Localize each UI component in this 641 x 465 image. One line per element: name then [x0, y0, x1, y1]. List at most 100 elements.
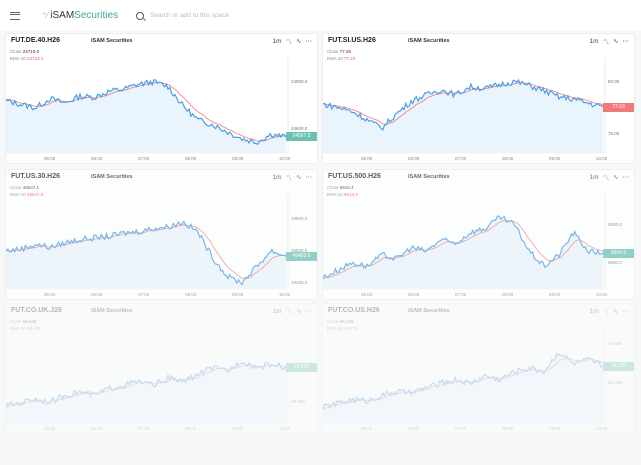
chart-toolbar: 1m 〽 ∿ ⋯ — [589, 172, 630, 183]
provider-label: iSAM Securities — [408, 38, 450, 44]
chart-type-icon[interactable]: 〽 — [285, 39, 293, 46]
time-axis-label: 09:00 — [232, 292, 244, 297]
indicators-icon[interactable]: ∿ — [296, 38, 302, 45]
logo: ⁺∕ iSAM Securities — [42, 10, 119, 21]
price-axis-label: 75.00 — [608, 131, 620, 137]
price-area — [323, 79, 603, 153]
indicators-icon[interactable]: ∿ — [296, 308, 302, 315]
search-bar[interactable]: Search or add to this space — [136, 11, 230, 20]
price-axis-label: 24600.0 — [291, 126, 308, 132]
price-axis-label: 24800.0 — [291, 78, 308, 84]
search-icon — [136, 11, 145, 20]
last-price-label: 68.505 — [286, 362, 317, 372]
symbol-title[interactable]: FUT.DE.40.H26 — [11, 37, 61, 44]
chart-type-icon[interactable]: 〽 — [285, 309, 293, 316]
price-area — [323, 353, 603, 423]
indicators-icon[interactable]: ∿ — [613, 174, 619, 181]
chart-type-icon[interactable]: 〽 — [602, 175, 610, 182]
time-axis-label: 10:00 — [596, 426, 608, 431]
more-icon[interactable]: ⋯ — [305, 38, 313, 45]
price-axis-label: 80.00 — [608, 79, 620, 85]
time-axis-label: 06:00 — [408, 292, 420, 297]
legend: Close 6915.4 EMA 10 6913.4 — [327, 185, 358, 197]
chart-panel[interactable]: FUT.CO.US.H26 iSAM Securities Close 64.2… — [322, 303, 635, 434]
more-icon[interactable]: ⋯ — [305, 174, 313, 181]
time-axis-label: 09:00 — [232, 156, 244, 161]
price-axis-label: 68.000 — [291, 399, 305, 405]
search-input[interactable]: Search or add to this space — [150, 12, 230, 19]
price-axis-label: 49600.0 — [291, 215, 308, 221]
time-axis-label: 05:00 — [44, 156, 56, 161]
chart-panel[interactable]: FUT.SI.US.H26 iSAM Securities Close 77.2… — [322, 33, 635, 164]
legend: Close 24710.0 EMA 10 24723.1 — [10, 49, 44, 61]
chart-type-icon[interactable]: 〽 — [602, 309, 610, 316]
ema-line — [6, 82, 287, 142]
price-chart[interactable] — [323, 304, 635, 434]
time-axis-label: 07:00 — [455, 426, 467, 431]
price-axis-label: 49500.0 — [291, 247, 308, 253]
time-axis-label: 09:00 — [232, 426, 244, 431]
price-area — [6, 362, 286, 423]
symbol-title[interactable]: FUT.CO.UK.J26 — [11, 307, 62, 314]
interval-button[interactable]: 1m — [589, 307, 599, 315]
time-axis-label: 06:00 — [91, 292, 103, 297]
hamburger-menu-icon[interactable] — [10, 11, 20, 20]
price-line — [323, 78, 604, 131]
chart-type-icon[interactable]: 〽 — [602, 39, 610, 46]
time-axis-label: 07:00 — [455, 156, 467, 161]
time-axis-label: 06:00 — [408, 426, 420, 431]
symbol-title[interactable]: FUT.US.30.H26 — [11, 173, 61, 180]
time-axis-label: 10:00 — [279, 426, 291, 431]
chart-toolbar: 1m 〽 ∿ ⋯ — [272, 306, 313, 317]
price-chart[interactable] — [6, 170, 318, 300]
more-icon[interactable]: ⋯ — [305, 308, 313, 315]
chart-toolbar: 1m 〽 ∿ ⋯ — [589, 36, 630, 47]
symbol-title[interactable]: FUT.CO.US.H26 — [328, 307, 380, 314]
more-icon[interactable]: ⋯ — [622, 174, 630, 181]
indicators-icon[interactable]: ∿ — [296, 174, 302, 181]
interval-button[interactable]: 1m — [272, 307, 282, 315]
chart-panel[interactable]: FUT.US.500.H26 iSAM Securities Close 691… — [322, 169, 635, 300]
last-price-label: 49482.6 — [286, 251, 317, 261]
time-axis-label: 07:00 — [138, 426, 150, 431]
last-price-label: 24567.5 — [286, 132, 317, 142]
time-axis-label: 10:00 — [596, 292, 608, 297]
indicators-icon[interactable]: ∿ — [613, 38, 619, 45]
price-line — [6, 361, 287, 408]
time-axis-label: 08:00 — [185, 426, 197, 431]
time-axis-label: 07:00 — [455, 292, 467, 297]
symbol-title[interactable]: FUT.SI.US.H26 — [328, 37, 376, 44]
time-axis-label: 07:00 — [138, 156, 150, 161]
last-price-label: 77.63 — [603, 102, 634, 112]
price-chart[interactable] — [6, 304, 318, 434]
price-axis-label: 6900.0 — [608, 259, 622, 265]
time-axis-label: 08:00 — [502, 426, 514, 431]
price-line — [323, 215, 604, 279]
chart-panel[interactable]: FUT.US.30.H26 iSAM Securities Close 4953… — [5, 169, 318, 300]
legend: Close 68.540 EMA 10 68.299 — [10, 319, 41, 331]
interval-button[interactable]: 1m — [589, 173, 599, 181]
price-chart[interactable] — [323, 34, 635, 164]
symbol-title[interactable]: FUT.US.500.H26 — [328, 173, 381, 180]
interval-button[interactable]: 1m — [272, 37, 282, 45]
more-icon[interactable]: ⋯ — [622, 308, 630, 315]
time-axis-label: 05:00 — [361, 292, 373, 297]
chart-toolbar: 1m 〽 ∿ ⋯ — [272, 36, 313, 47]
interval-button[interactable]: 1m — [589, 37, 599, 45]
price-axis-label: 6920.0 — [608, 221, 622, 227]
time-axis-label: 06:00 — [91, 426, 103, 431]
price-chart[interactable] — [323, 170, 635, 300]
time-axis-label: 09:00 — [549, 292, 561, 297]
time-axis-label: 09:00 — [549, 426, 561, 431]
time-axis-label: 05:00 — [44, 292, 56, 297]
interval-button[interactable]: 1m — [272, 173, 282, 181]
time-axis-label: 09:00 — [549, 156, 561, 161]
more-icon[interactable]: ⋯ — [622, 38, 630, 45]
chart-panel[interactable]: FUT.DE.40.H26 iSAM Securities Close 2471… — [5, 33, 318, 164]
indicators-icon[interactable]: ∿ — [613, 308, 619, 315]
price-chart[interactable] — [6, 34, 318, 164]
chart-panel[interactable]: FUT.CO.UK.J26 iSAM Securities Close 68.5… — [5, 303, 318, 434]
price-line — [323, 352, 604, 410]
chart-type-icon[interactable]: 〽 — [285, 175, 293, 182]
last-price-label: 6904.9 — [603, 248, 634, 258]
